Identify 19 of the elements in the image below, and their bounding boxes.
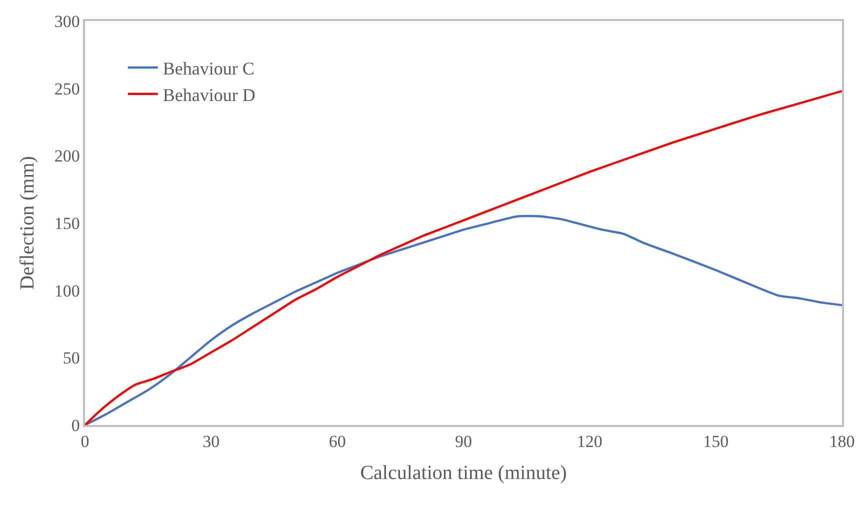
x-tick-label: 180 <box>829 432 855 452</box>
y-axis-title: Deflection (mm) <box>16 156 38 290</box>
y-tick-label: 200 <box>54 146 80 166</box>
x-tick-label: 120 <box>576 432 602 452</box>
x-tick-label: 90 <box>455 432 472 452</box>
x-tick-label: 30 <box>202 432 220 452</box>
x-tick-label: 60 <box>328 432 346 452</box>
line-series <box>85 214 842 425</box>
y-tick-label: 0 <box>71 416 80 435</box>
y-tick-label: 150 <box>54 214 80 233</box>
y-tick-label: 50 <box>62 348 80 368</box>
line-series <box>85 90 842 425</box>
y-tick-label: 300 <box>54 12 80 31</box>
x-axis-title: Calculation time (minute) <box>360 462 567 484</box>
y-tick-label: 100 <box>54 281 80 300</box>
x-tick-label: 150 <box>703 432 729 452</box>
y-tick-label: 250 <box>54 79 80 98</box>
legend-label: Behaviour D <box>162 84 256 105</box>
legend-label: Behaviour C <box>162 58 254 78</box>
